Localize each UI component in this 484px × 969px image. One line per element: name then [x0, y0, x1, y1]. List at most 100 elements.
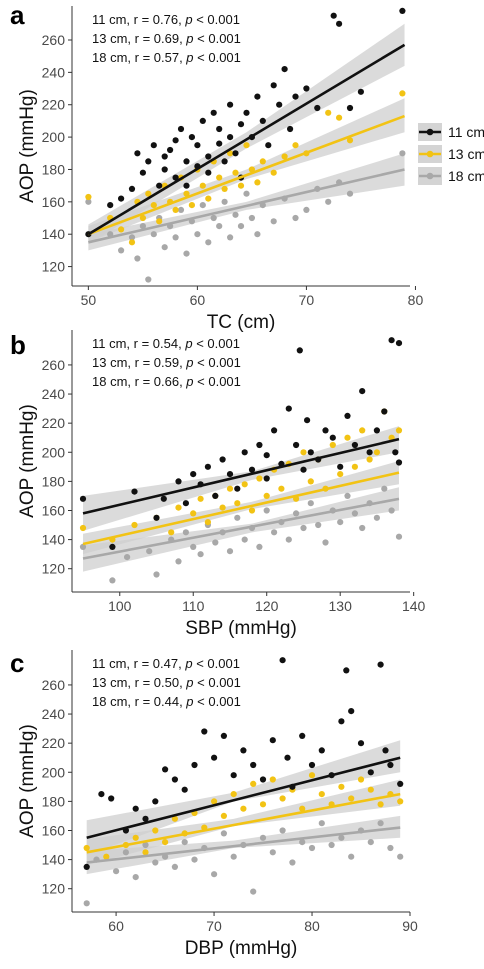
data-point-11cm: [318, 747, 325, 754]
y-tick-label: 160: [42, 822, 66, 838]
y-tick-label: 240: [42, 386, 66, 402]
x-tick-label: 120: [255, 598, 279, 614]
data-point-18cm: [241, 536, 248, 543]
data-point-18cm: [199, 202, 206, 209]
data-point-18cm: [373, 514, 380, 521]
data-point-18cm: [134, 255, 141, 262]
data-point-13cm: [234, 500, 241, 507]
data-point-18cm: [83, 900, 90, 907]
correlation-annotation: 18 cm, r = 0.57, p < 0.001: [92, 50, 241, 65]
data-point-11cm: [357, 88, 364, 95]
data-point-13cm: [188, 202, 195, 209]
data-point-11cm: [177, 125, 185, 133]
legend: 11 cm 13 cm 18 cm: [418, 123, 484, 185]
data-point-18cm: [259, 834, 267, 841]
data-point-18cm: [109, 577, 116, 584]
data-point-11cm: [265, 142, 272, 149]
data-point-18cm: [194, 231, 201, 238]
data-point-11cm: [109, 543, 116, 551]
annotation-p-symbol: p: [184, 336, 192, 351]
data-point-18cm: [153, 571, 160, 578]
data-point-11cm: [204, 463, 211, 470]
data-point-18cm: [142, 841, 149, 849]
data-point-18cm: [182, 529, 189, 536]
annotation-p-symbol: p: [184, 12, 192, 27]
data-point-13cm: [152, 827, 159, 834]
panel-letter: a: [10, 0, 25, 30]
correlation-annotation: 18 cm, r = 0.44, p < 0.001: [92, 694, 241, 709]
data-point-13cm: [171, 815, 178, 822]
data-point-13cm: [346, 137, 354, 144]
x-tick-label: 130: [329, 598, 353, 614]
data-point-11cm: [220, 732, 227, 740]
y-tick-label: 260: [42, 32, 66, 48]
data-point-13cm: [351, 463, 358, 470]
data-point-11cm: [107, 202, 114, 209]
data-point-18cm: [237, 223, 245, 230]
data-point-11cm: [221, 158, 228, 165]
data-point-18cm: [367, 839, 374, 846]
data-point-11cm: [132, 805, 139, 812]
data-point-11cm: [128, 185, 136, 192]
data-point-11cm: [292, 93, 299, 100]
data-point-13cm: [211, 798, 218, 805]
annotation-text: 13 cm, r = 0.59,: [92, 355, 186, 370]
data-point-18cm: [300, 524, 307, 532]
data-point-13cm: [205, 195, 212, 202]
annotation-value: < 0.001: [194, 374, 241, 389]
data-point-18cm: [254, 231, 261, 238]
annotation-text: 11 cm, r = 0.47,: [92, 656, 185, 671]
panel-letter: b: [10, 330, 26, 360]
legend-marker-13cm: [426, 150, 434, 158]
annotation-text: 11 cm, r = 0.76,: [92, 12, 185, 27]
data-point-11cm: [153, 514, 160, 521]
data-point-18cm: [132, 874, 139, 881]
data-point-18cm: [248, 214, 255, 222]
confidence-band-11cm: [83, 426, 399, 531]
data-point-11cm: [118, 195, 125, 202]
data-point-18cm: [230, 853, 237, 860]
data-point-11cm: [230, 772, 237, 779]
data-point-18cm: [270, 218, 277, 225]
data-point-13cm: [199, 182, 206, 189]
correlation-annotation: 13 cm, r = 0.59, p < 0.001: [92, 355, 241, 370]
data-point-18cm: [285, 536, 292, 543]
data-point-18cm: [181, 839, 188, 846]
x-tick-label: 140: [402, 598, 426, 614]
data-point-18cm: [377, 820, 384, 827]
data-point-11cm: [357, 740, 365, 747]
data-point-18cm: [337, 519, 344, 526]
y-axis-title: AOP (mmHg): [17, 724, 38, 838]
data-point-18cm: [227, 234, 234, 241]
y-tick-label: 140: [42, 532, 66, 548]
data-point-13cm: [190, 510, 197, 517]
data-point-13cm: [344, 434, 351, 441]
data-point-11cm: [314, 104, 321, 112]
data-point-11cm: [377, 661, 384, 668]
data-point-18cm: [146, 548, 153, 555]
data-point-18cm: [293, 510, 300, 517]
data-point-11cm: [348, 708, 355, 715]
data-point-18cm: [271, 529, 278, 536]
data-point-13cm: [337, 471, 344, 478]
data-point-11cm: [307, 449, 314, 456]
data-point-18cm: [113, 868, 120, 875]
data-point-11cm: [276, 101, 283, 108]
data-point-13cm: [357, 776, 365, 783]
data-point-11cm: [367, 769, 374, 776]
y-tick-label: 120: [42, 561, 66, 577]
annotation-value: < 0.001: [193, 656, 240, 671]
data-point-18cm: [279, 827, 286, 834]
data-point-18cm: [387, 844, 394, 852]
data-point-13cm: [399, 90, 406, 97]
data-point-18cm: [216, 223, 223, 230]
data-point-11cm: [216, 140, 223, 147]
data-point-11cm: [171, 776, 178, 783]
data-point-11cm: [205, 169, 212, 176]
data-point-11cm: [182, 500, 189, 507]
data-point-13cm: [329, 441, 336, 449]
data-point-11cm: [150, 142, 157, 149]
data-point-11cm: [285, 405, 292, 412]
x-tick-label: 100: [108, 598, 132, 614]
